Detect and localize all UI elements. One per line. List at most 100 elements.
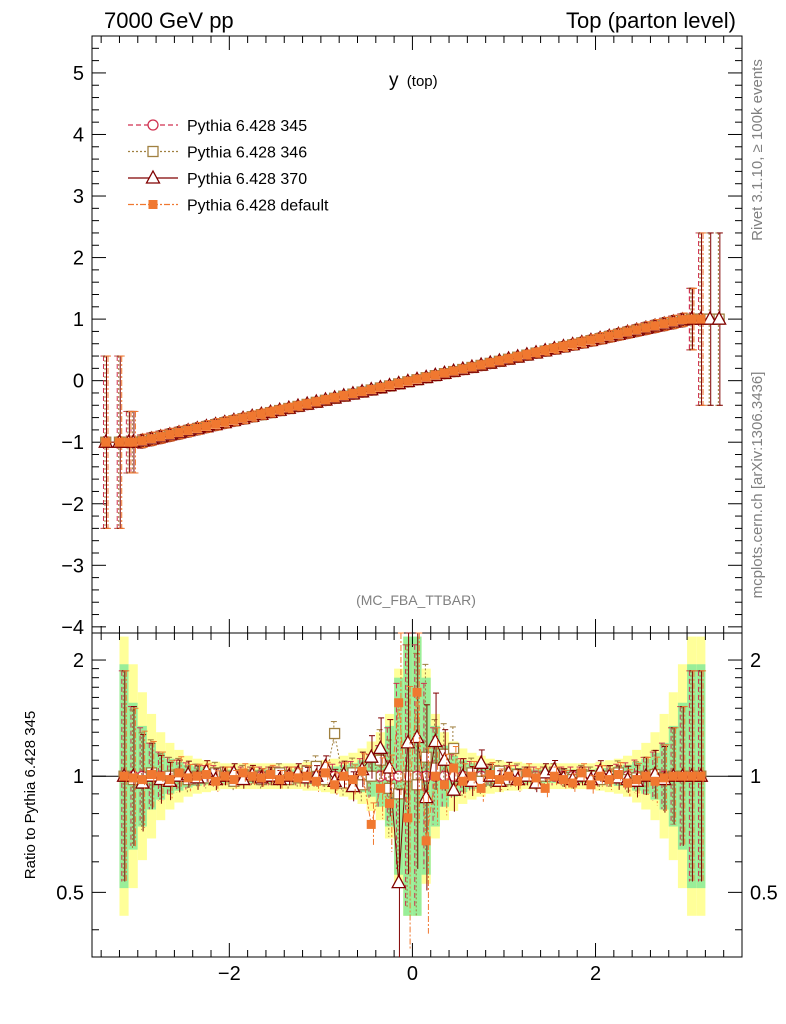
- data-point: [220, 417, 230, 427]
- main-axis-ticks: −4 −3 −2 −1 0 1 2 3 4 5: [61, 36, 742, 639]
- ratio-point: [165, 775, 175, 785]
- data-point: [604, 331, 614, 341]
- legend-marker: [147, 145, 159, 158]
- main-series-group: [98, 232, 727, 529]
- plot-title: y (top): [389, 70, 438, 91]
- data-point: [476, 360, 486, 370]
- ratio-point: [418, 789, 434, 804]
- data-point: [128, 437, 138, 447]
- legend-label: Pythia 6.428 346: [187, 145, 307, 162]
- data-point: [702, 310, 718, 325]
- data-point: [467, 362, 477, 372]
- ratio-point: [568, 778, 578, 788]
- data-point: [174, 428, 184, 438]
- data-point: [147, 434, 157, 444]
- data-point: [568, 339, 578, 349]
- mcplots-label: mcplots.cern.ch [arXiv:1306.3436]: [749, 372, 766, 599]
- ratio-point: [668, 771, 678, 781]
- legend: Pythia 6.428 345 Pythia 6.428 346 Pythia 6…: [128, 118, 329, 215]
- ratio-point: [256, 773, 266, 783]
- ratio-point: [275, 775, 285, 785]
- ratio-point: [383, 782, 396, 795]
- ratio-point: [696, 771, 706, 781]
- ratio-point: [403, 813, 413, 823]
- ratio-point: [412, 687, 422, 697]
- ratio-point: [174, 768, 184, 778]
- data-point: [114, 437, 124, 447]
- legend-label: Pythia 6.428 370: [187, 171, 307, 188]
- data-point: [293, 401, 303, 411]
- data-point: [156, 432, 166, 442]
- data-point: [192, 423, 202, 433]
- ratio-point: [284, 771, 294, 781]
- ratio-series-group: [116, 632, 709, 957]
- data-point: [412, 374, 422, 384]
- ratio-point: [356, 779, 368, 791]
- ratio-point: [427, 733, 443, 748]
- ratio-point: [531, 773, 541, 783]
- ratio-point: [439, 780, 449, 790]
- data-point: [137, 436, 147, 446]
- ratio-y-tick-label: 2: [73, 650, 84, 672]
- ratio-point: [641, 771, 651, 781]
- data-point: [320, 395, 330, 405]
- ratio-point: [421, 836, 431, 846]
- data-point: [256, 409, 266, 419]
- ratio-point: [394, 698, 404, 708]
- data-point: [366, 384, 376, 394]
- ratio-point: [513, 776, 523, 786]
- ratio-point: [595, 771, 605, 781]
- y-tick-label: 4: [73, 124, 84, 146]
- ratio-point: [447, 742, 460, 755]
- ratio-point: [687, 771, 697, 781]
- data-point: [504, 354, 514, 364]
- legend-label: Pythia 6.428 default: [187, 198, 329, 215]
- data-point: [458, 364, 468, 374]
- ratio-point: [119, 771, 129, 781]
- y-tick-label: −2: [61, 494, 84, 516]
- ratio-y-tick-label: 0.5: [56, 882, 84, 904]
- ratio-point: [156, 771, 166, 781]
- data-point: [229, 415, 239, 425]
- data-point: [613, 329, 623, 339]
- data-point: [101, 437, 111, 447]
- ratio-point: [411, 779, 423, 791]
- ratio-point: [623, 778, 633, 788]
- analysis-tag: (MC_FBA_TTBAR): [356, 592, 476, 608]
- ratio-point: [677, 771, 687, 781]
- ratio-point: [320, 768, 330, 778]
- header-left: 7000 GeV pp: [104, 8, 234, 33]
- ratio-point: [522, 768, 532, 778]
- data-point: [247, 411, 257, 421]
- ratio-point: [183, 773, 193, 783]
- ratio-point: [220, 771, 230, 781]
- ratio-point: [201, 770, 211, 780]
- legend-marker: [148, 200, 158, 209]
- data-point: [650, 321, 660, 331]
- y-tick-label: −3: [61, 555, 84, 577]
- ratio-point: [436, 751, 453, 766]
- data-point: [375, 382, 385, 392]
- ratio-point: [449, 763, 459, 773]
- data-point: [421, 372, 431, 382]
- ratio-point: [137, 775, 147, 785]
- data-point: [124, 437, 134, 447]
- ratio-point: [473, 754, 489, 769]
- data-point: [659, 319, 669, 329]
- ratio-point: [613, 770, 623, 780]
- y-tick-label: −4: [61, 617, 84, 639]
- ratio-point: [402, 770, 414, 782]
- data-point: [449, 366, 459, 376]
- data-point: [586, 335, 596, 345]
- ratio-point: [485, 770, 495, 780]
- data-point: [696, 314, 706, 324]
- x-tick-label: −2: [218, 963, 241, 985]
- x-tick-label: 2: [590, 963, 601, 985]
- ratio-point: [302, 771, 312, 781]
- series-3: [101, 232, 707, 529]
- data-point: [183, 425, 193, 435]
- legend-label: Pythia 6.428 345: [187, 118, 307, 135]
- ratio-point: [393, 788, 405, 800]
- data-point: [513, 352, 523, 362]
